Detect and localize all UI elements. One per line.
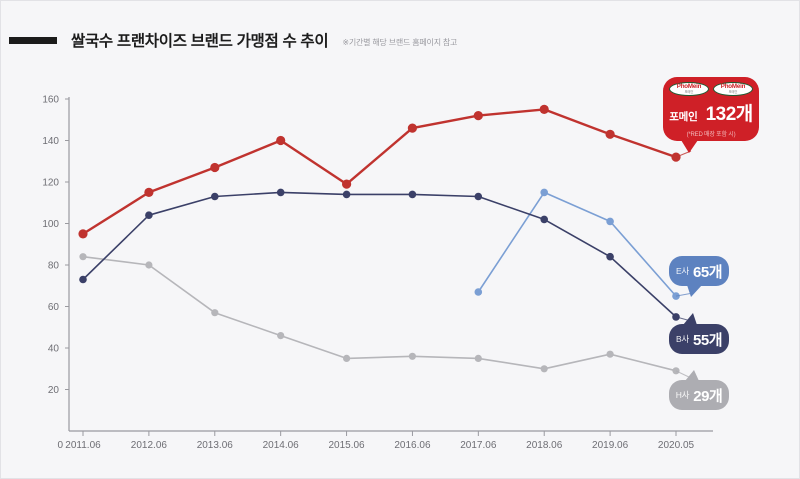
callout-phomein-note: (*RED 매장 포함 시) <box>686 132 736 138</box>
svg-text:2011.06: 2011.06 <box>65 440 101 451</box>
callout-b-tail <box>683 313 697 325</box>
chart-source-note: ※기간별 해당 브랜드 홈페이지 참고 <box>342 38 458 47</box>
callout-phomein-main: 포메인 132개 <box>669 99 753 126</box>
callout-phomein-tail <box>681 140 698 153</box>
callout-b-value: 55개 <box>693 331 723 349</box>
svg-text:2014.06: 2014.06 <box>263 440 300 451</box>
callout-h-value: 29개 <box>693 387 723 405</box>
page-title: 쌀국수 프랜차이즈 브랜드 가맹점 수 추이 <box>71 33 329 50</box>
svg-text:2018.06: 2018.06 <box>526 440 563 451</box>
svg-text:2020.05: 2020.05 <box>658 440 695 451</box>
callout-b-company[interactable]: B사 55개 <box>669 324 729 354</box>
callout-b-brand: B사 <box>675 334 690 344</box>
phomein-red-logo-text: PhoMein <box>720 83 746 91</box>
svg-text:80: 80 <box>48 261 60 272</box>
svg-text:20: 20 <box>48 385 60 396</box>
callout-phomein-value: 132개 <box>705 104 754 125</box>
svg-text:120: 120 <box>42 178 59 189</box>
y-axis-ticks: 0 20 40 60 80 100 120 140 160 <box>42 95 69 451</box>
svg-text:100: 100 <box>42 219 59 230</box>
callout-e-company[interactable]: E사 65개 <box>669 256 729 286</box>
phomein-logo-subtext: 포메인 <box>684 89 694 94</box>
title-accent-bar <box>9 36 57 44</box>
callout-phomein-brand: 포메인 <box>669 111 698 123</box>
svg-text:140: 140 <box>42 136 59 147</box>
svg-text:2012.06: 2012.06 <box>131 440 168 451</box>
x-axis-ticks: 2011.06 2012.06 2013.06 2014.06 2015.06 2016.… <box>65 431 695 451</box>
callout-e-tail <box>687 285 702 297</box>
svg-text:2016.06: 2016.06 <box>394 440 431 451</box>
svg-text:2013.06: 2013.06 <box>197 440 234 451</box>
svg-text:2017.06: 2017.06 <box>460 440 497 451</box>
svg-text:0: 0 <box>57 440 63 451</box>
callout-e-brand: E사 <box>675 266 690 276</box>
phomein-logo-group: PhoMein 포메인 PhoMein 포메인 <box>669 82 753 96</box>
phomein-red-logo-icon: PhoMein 포메인 <box>713 82 753 96</box>
svg-text:40: 40 <box>48 344 60 355</box>
svg-text:60: 60 <box>48 302 60 313</box>
svg-text:2015.06: 2015.06 <box>328 440 365 451</box>
callout-e-value: 65개 <box>693 263 723 281</box>
phomein-logo-text: PhoMein <box>676 83 702 91</box>
svg-text:2019.06: 2019.06 <box>592 440 629 451</box>
callout-h-tail <box>685 370 699 381</box>
callout-h-brand: H사 <box>675 390 690 400</box>
chart-series-group <box>78 104 681 375</box>
chart-header: 쌀국수 프랜차이즈 브랜드 가맹점 수 추이 ※기간별 해당 브랜드 홈페이지 … <box>1 23 799 57</box>
chart-axes <box>68 97 713 432</box>
phomein-logo-icon: PhoMein 포메인 <box>669 82 709 96</box>
callout-h-company[interactable]: H사 29개 <box>669 380 729 410</box>
callout-phomein[interactable]: PhoMein 포메인 PhoMein 포메인 포메인 132개 (*RED 매… <box>663 77 759 141</box>
svg-text:160: 160 <box>42 95 59 106</box>
phomein-red-logo-subtext: 포메인 <box>728 89 738 94</box>
